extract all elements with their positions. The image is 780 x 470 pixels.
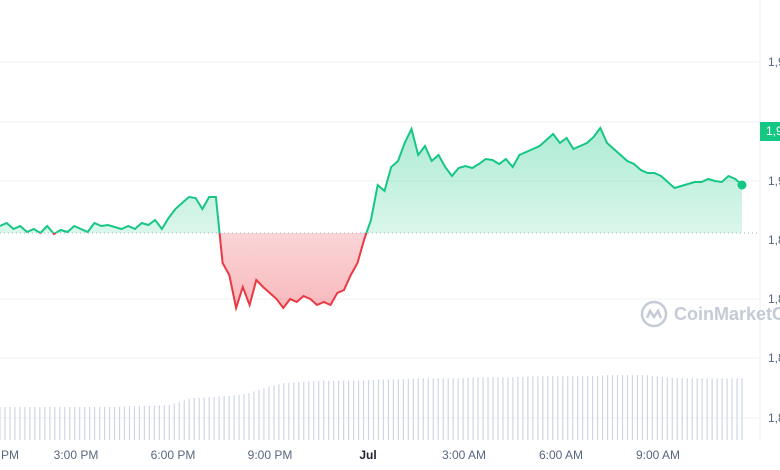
x-tick-label: Jul [359, 448, 377, 462]
price-line-up [0, 126, 743, 233]
y-tick-label: 1,8 [768, 351, 780, 365]
current-price-badge: 1,9 [760, 122, 780, 141]
x-tick-label: 3:00 PM [53, 448, 99, 462]
x-tick-label: 9:00 AM [635, 448, 681, 462]
watermark-text: CoinMarketCap [674, 303, 780, 324]
coinmarketcap-watermark: CoinMarketCap [640, 300, 780, 328]
x-tick-label: 6:00 AM [538, 448, 584, 462]
y-tick-label: 1,8 [768, 233, 780, 247]
current-price-dot [737, 180, 747, 190]
y-tick-label: 1,9 [768, 174, 780, 188]
x-tick-label: 3:00 AM [441, 448, 487, 462]
price-area-up [0, 128, 742, 233]
y-tick-label: 1,8 [768, 411, 780, 425]
coinmarketcap-logo-icon [640, 300, 668, 328]
y-tick-label: 1,8 [768, 292, 780, 306]
x-tick-label: 6:00 PM [150, 448, 196, 462]
x-tick-label: 9:00 PM [247, 448, 293, 462]
y-tick-label: 1,9 [768, 55, 780, 69]
x-tick-label: 0 PM [0, 448, 20, 462]
